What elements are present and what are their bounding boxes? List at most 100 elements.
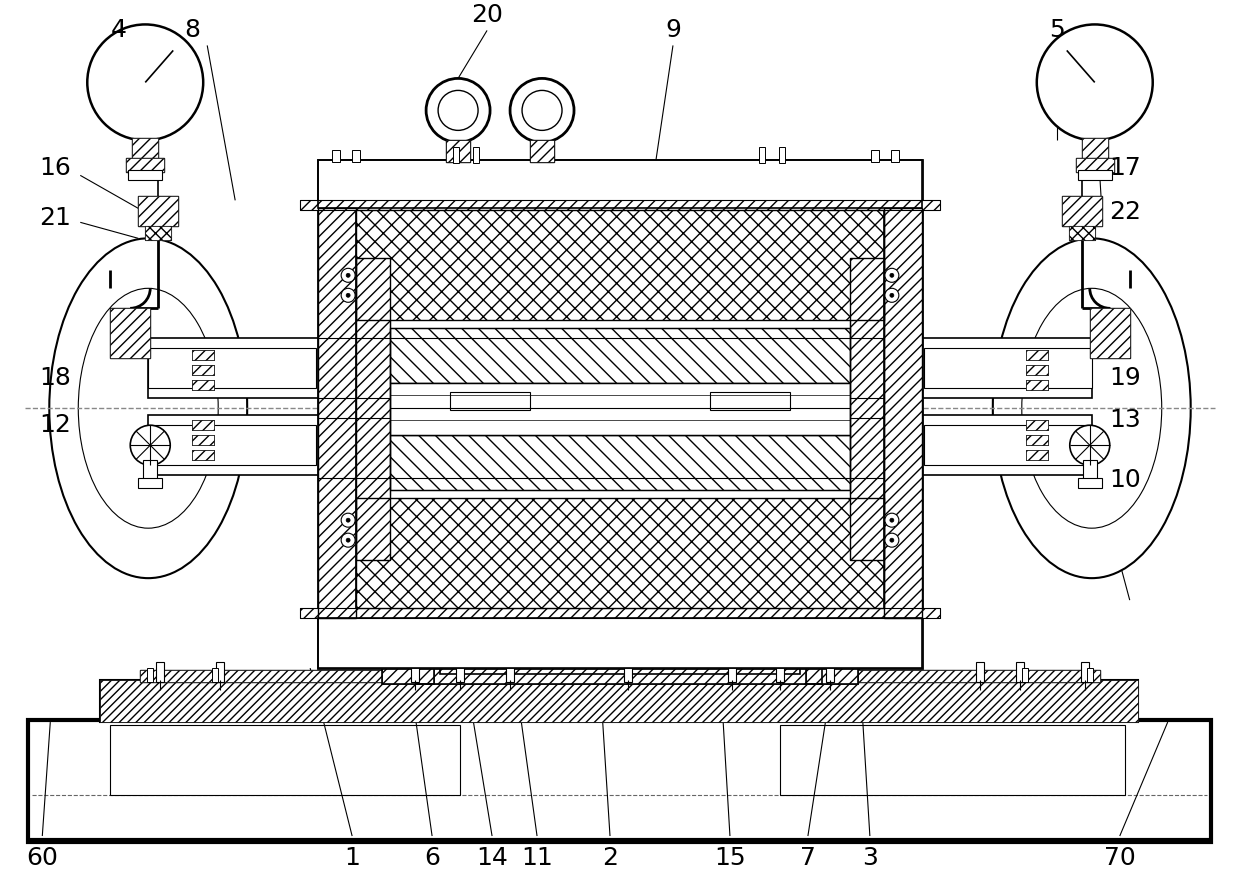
Bar [1026,420,1048,430]
Bar [139,197,178,227]
Bar [156,662,165,682]
Bar [192,350,214,360]
Bar [390,435,850,490]
Bar [318,161,922,208]
Bar [976,662,984,682]
Circle shape [341,288,356,303]
Text: 60: 60 [26,846,58,870]
Bar [390,328,850,384]
Bar [1069,227,1095,240]
Bar [440,626,800,674]
Bar [1082,138,1108,161]
Bar [192,365,214,375]
Text: 13: 13 [1109,408,1141,432]
Bar [1087,668,1093,682]
Bar [850,258,883,560]
Bar [318,618,922,668]
Bar [1026,380,1048,390]
Circle shape [1069,425,1110,465]
Bar [1026,435,1048,445]
Text: 10: 10 [1109,468,1141,492]
Bar [436,617,444,630]
Circle shape [890,294,893,297]
Bar [144,460,157,480]
Bar [356,210,883,320]
Bar [382,626,434,684]
Bar [1075,159,1114,172]
Bar [217,662,224,682]
Bar [871,150,878,162]
Circle shape [439,90,478,131]
Bar [473,147,479,163]
Bar [318,208,356,618]
Text: 3: 3 [862,846,877,870]
Bar [300,200,940,210]
Bar [883,208,922,618]
Circle shape [885,534,898,547]
Bar [145,227,171,240]
Bar [817,610,828,618]
Bar [411,662,419,682]
Bar [192,420,214,430]
Bar [1090,309,1130,358]
Bar [100,680,1137,722]
Ellipse shape [1022,288,1162,528]
Bar [139,478,162,489]
Text: 12: 12 [40,414,71,437]
Bar [1080,662,1089,682]
Bar [891,150,898,162]
Text: 17: 17 [1109,156,1141,180]
Circle shape [341,534,356,547]
Bar [1026,365,1048,375]
Bar [805,626,857,684]
Bar [149,425,316,465]
Circle shape [522,90,563,131]
Text: 8: 8 [185,19,201,42]
Bar [192,435,214,445]
Bar [1078,170,1111,180]
Ellipse shape [50,238,248,579]
Bar [1026,450,1048,460]
Bar [450,392,530,410]
Bar [300,200,940,210]
Bar [1083,460,1097,480]
Bar [192,380,214,390]
Bar [624,662,632,682]
Bar [139,197,178,227]
Bar [805,626,857,684]
Text: 2: 2 [602,846,618,870]
Text: 22: 22 [1109,200,1141,224]
Circle shape [346,273,351,277]
Bar [729,662,736,682]
Circle shape [885,268,898,282]
Bar [414,610,426,618]
Bar [133,138,159,161]
Bar [126,159,165,172]
Bar [1082,138,1108,161]
Bar [1026,350,1048,360]
Text: 18: 18 [40,366,71,390]
Bar [149,415,1092,475]
Bar [779,147,786,163]
Circle shape [510,78,574,142]
Bar [1090,309,1130,358]
Circle shape [885,513,898,527]
Bar [446,140,470,162]
Bar [418,662,821,684]
Text: 19: 19 [1109,366,1141,390]
Bar [100,680,1137,722]
Bar [826,662,834,682]
Ellipse shape [992,238,1191,579]
Bar [356,258,390,560]
Bar [1016,662,1023,682]
Bar [924,425,1092,465]
Bar [300,609,940,618]
Bar [506,662,514,682]
Bar [332,150,341,162]
Circle shape [346,519,351,522]
Circle shape [890,273,893,277]
Text: 1: 1 [344,846,361,870]
Bar [453,147,460,163]
Bar [140,670,1100,682]
Circle shape [341,513,356,527]
